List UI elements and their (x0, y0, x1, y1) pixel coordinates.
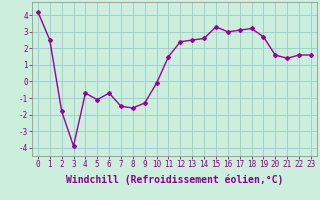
X-axis label: Windchill (Refroidissement éolien,°C): Windchill (Refroidissement éolien,°C) (66, 175, 283, 185)
